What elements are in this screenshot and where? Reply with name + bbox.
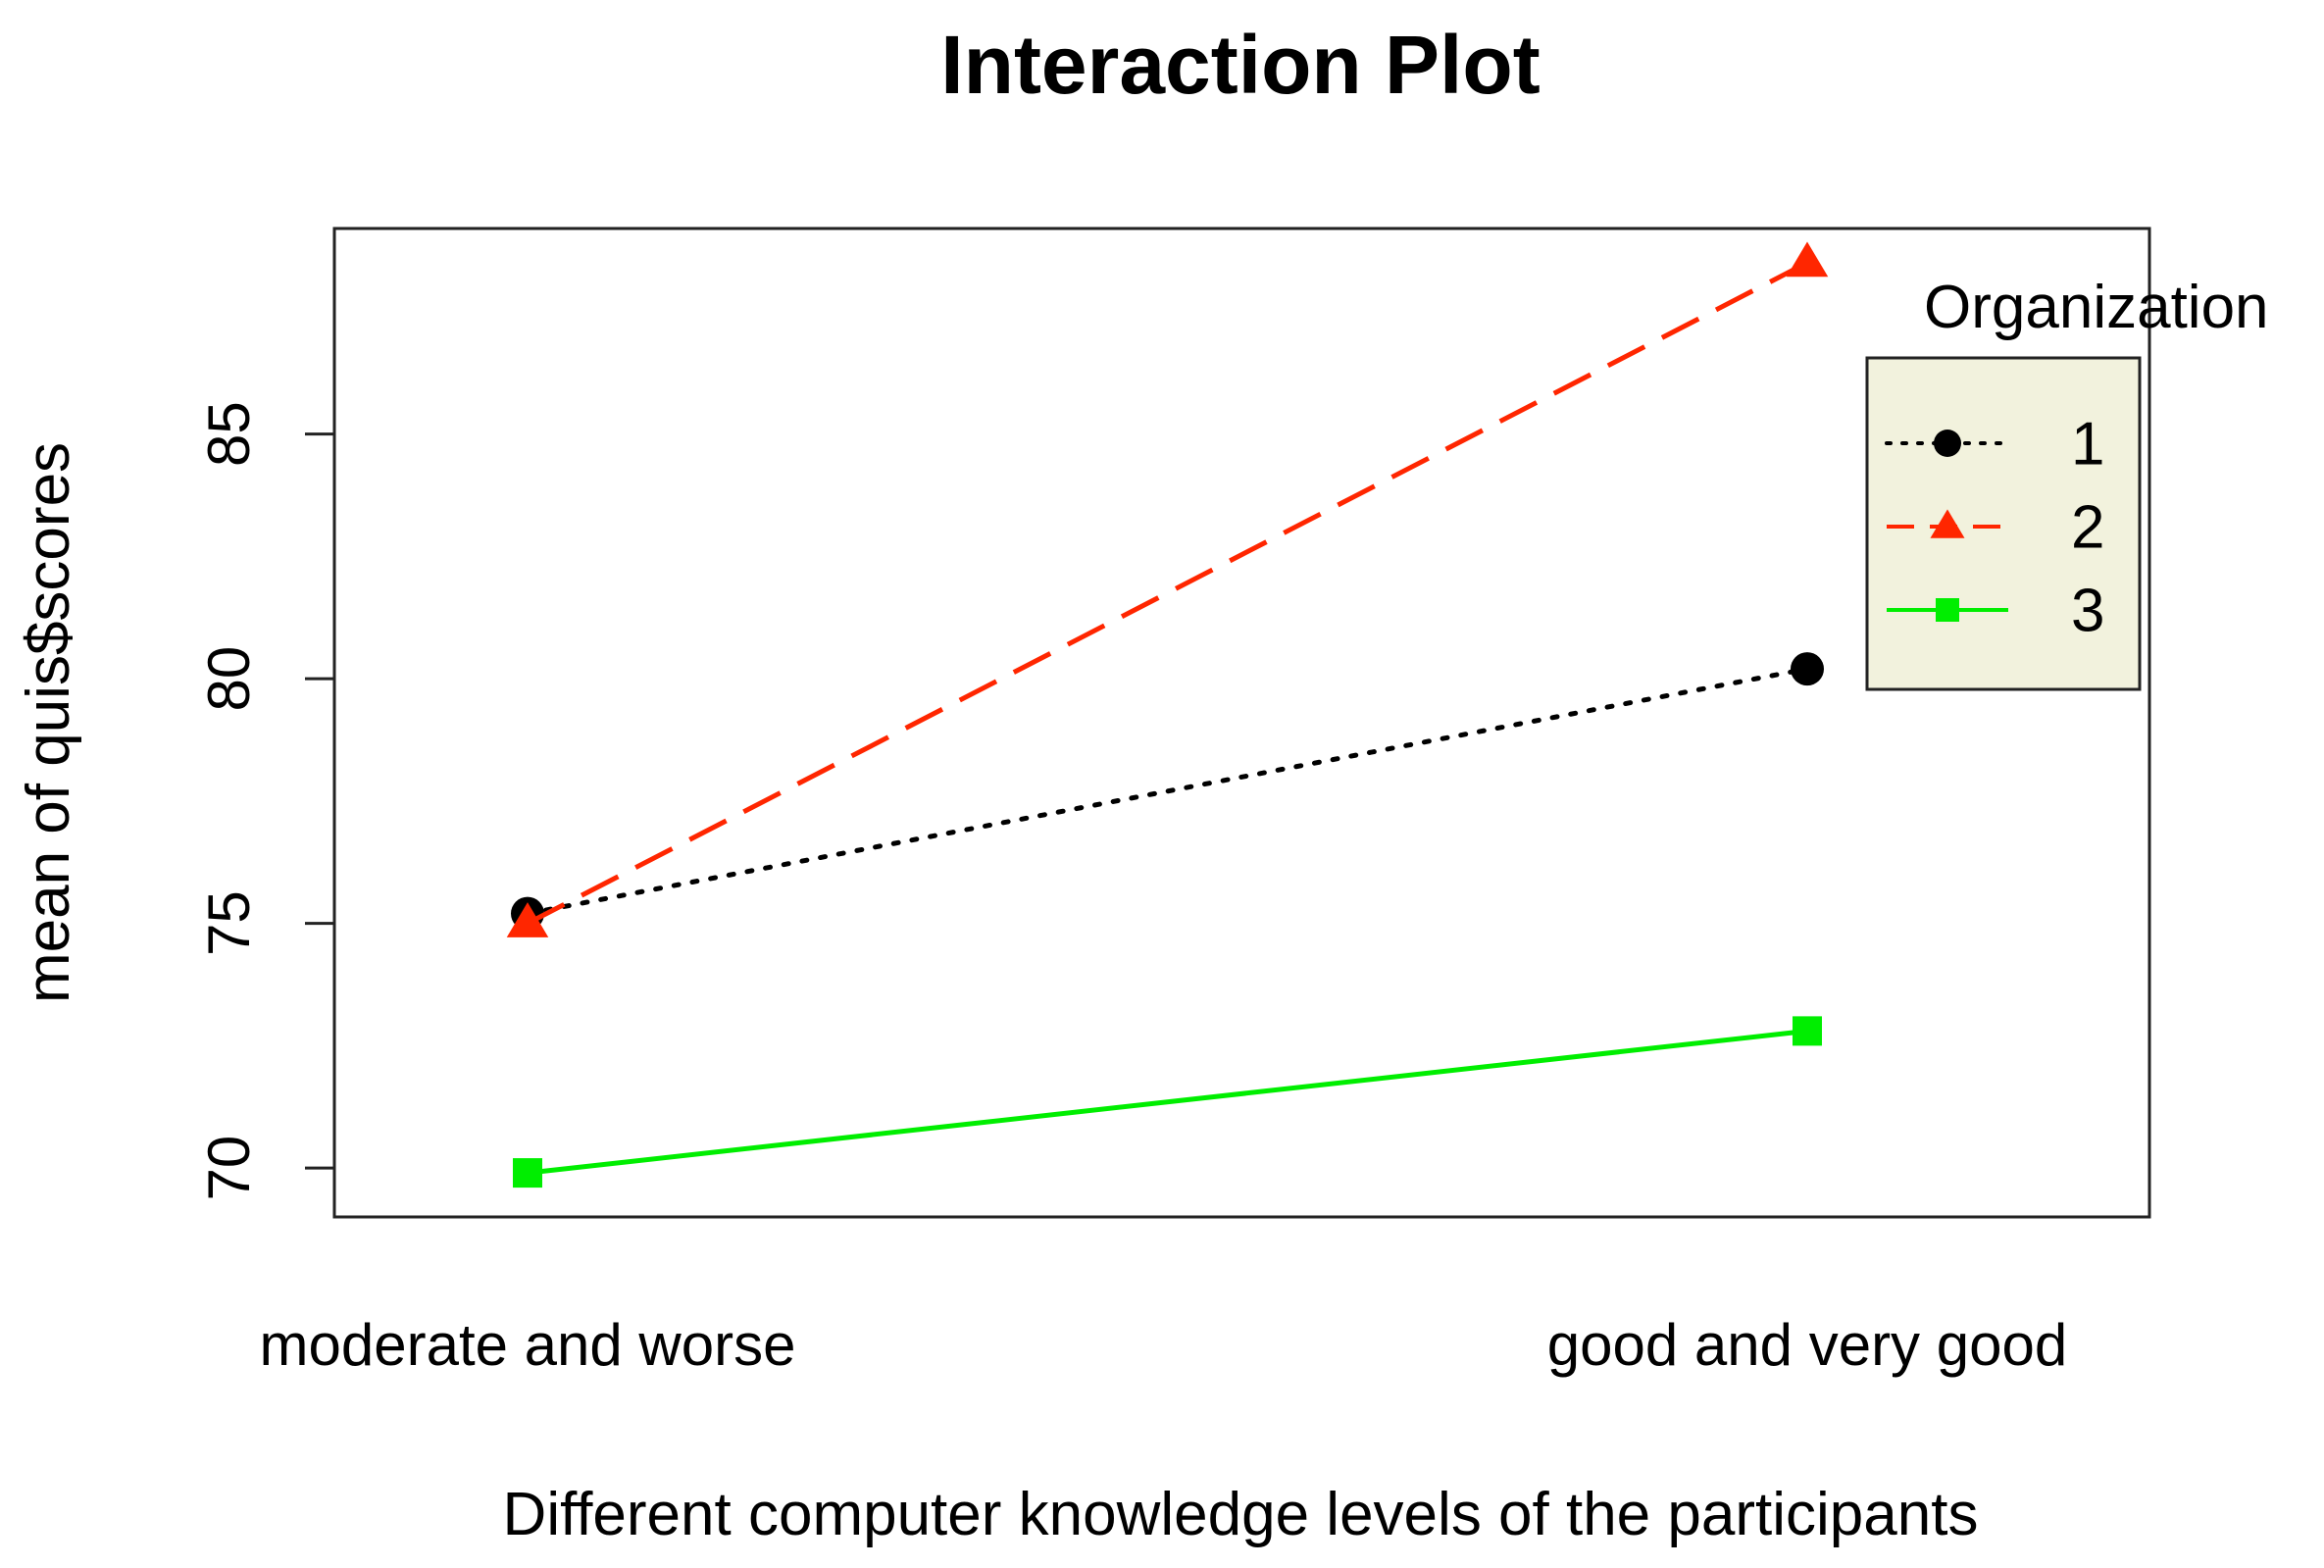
legend-label: 1 [2071,411,2104,479]
x-tick-label: good and very good [1547,1312,2067,1378]
x-axis-label: Different computer knowledge levels of t… [503,1481,1979,1548]
series-point [1934,430,1961,457]
y-tick-label: 70 [196,1136,262,1201]
y-axis: 70 75 80 85 [196,401,336,1201]
series-point [506,902,549,937]
series-point [1791,652,1824,686]
series-point [513,1158,542,1189]
y-tick-label: 80 [196,646,262,712]
x-tick-label: moderate and worse [260,1312,796,1378]
series-line [527,1028,1808,1176]
y-tick-label: 75 [196,890,262,956]
series-1 [511,652,1824,931]
series-point [1793,1016,1822,1046]
series-point [1936,598,1959,622]
legend-title: Organization [1924,274,2269,341]
series-point [1786,241,1829,278]
chart-title: Interaction Plot [940,19,1540,111]
legend-items: 1 2 3 [1885,411,2104,645]
series-line [525,666,1810,917]
legend-item-3: 3 [1887,578,2104,645]
series-line [526,260,1809,926]
y-tick-label: 85 [196,401,262,467]
legend: Organization 1 2 3 [1865,274,2269,691]
x-axis: moderate and worse good and very good [260,1312,2068,1378]
series-layer [506,241,1829,1189]
legend-item-1: 1 [1885,411,2104,479]
legend-label: 2 [2071,494,2104,562]
legend-box [1865,356,2142,691]
y-axis-label: mean of quis$scores [15,442,82,1003]
legend-item-2: 2 [1887,494,2104,562]
series-2 [506,241,1829,937]
legend-label: 3 [2071,578,2104,645]
series-point [1930,509,1965,538]
series-3 [513,1016,1822,1189]
